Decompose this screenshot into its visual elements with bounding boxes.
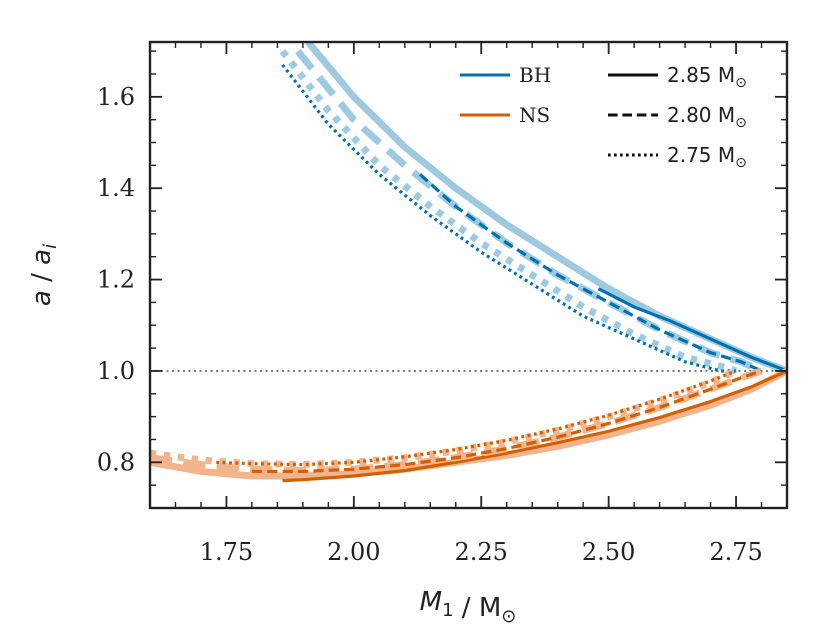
x-tick-label: 2.25 (455, 538, 508, 566)
x-axis-label: M1 / M⊙ (420, 587, 517, 627)
series-layer (150, 42, 787, 483)
series-line-bh-280-dark (419, 173, 763, 373)
plot-frame (148, 40, 789, 510)
axis-labels: M1 / M⊙ a / ai (27, 244, 516, 627)
y-axis-label: a / ai (27, 244, 61, 306)
series-line-ns-280-dark (251, 369, 763, 474)
y-tick-label: 1.6 (97, 83, 135, 111)
series-line-ns-275-dark (216, 369, 737, 467)
legend-label-ns: NS (519, 103, 550, 127)
legend: BH NS 2.85 M⊙ 2.80 M⊙ 2.75 M⊙ (460, 63, 747, 171)
y-tick-label: 0.8 (97, 448, 135, 476)
legend-label-mass: 2.85 M⊙ (667, 63, 747, 91)
legend-label-mass: 2.75 M⊙ (667, 143, 747, 171)
y-tick-label: 1.2 (97, 266, 135, 294)
series-line-bh-285-dark (597, 287, 787, 373)
y-tick-label: 1.4 (97, 174, 135, 202)
x-tick-label: 2.00 (327, 538, 380, 566)
series-line-bh-275-light (279, 49, 738, 375)
series-line-bh-275-dark (281, 63, 737, 373)
y-tick-label: 1.0 (97, 357, 135, 385)
legend-label-mass: 2.80 M⊙ (667, 103, 747, 131)
series-line-ns-275-light (150, 367, 738, 469)
series-line-ns-285-dark (282, 369, 787, 483)
series-line-ns-280-light (150, 367, 763, 475)
legend-label-bh: BH (519, 63, 551, 87)
x-tick-label: 2.75 (709, 538, 762, 566)
x-tick-label: 1.75 (200, 538, 253, 566)
x-tick-label: 2.50 (582, 538, 635, 566)
ticks-layer: 1.75 2.00 2.25 2.50 2.75 0.8 1.0 1.2 1.4 1.6 (97, 42, 788, 566)
